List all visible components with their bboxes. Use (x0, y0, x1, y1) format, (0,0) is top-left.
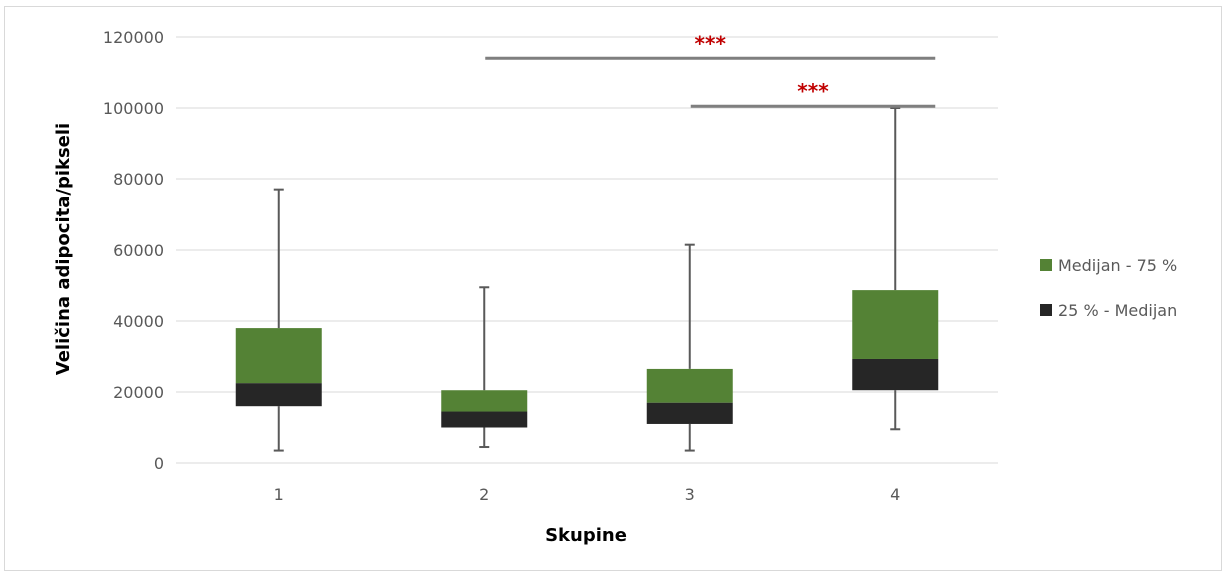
boxes (235, 107, 939, 452)
chart-frame (4, 6, 1222, 571)
box-lower-segment (441, 411, 528, 428)
legend: Medijan - 75 % 25 % - Medijan (1040, 256, 1177, 320)
significance-label: *** (797, 79, 829, 103)
y-tick-label: 100000 (103, 99, 164, 118)
box-lower-segment (646, 402, 733, 424)
y-axis-ticks: 0 20000 40000 60000 80000 100000 120000 (103, 28, 164, 473)
significance-label: *** (695, 31, 727, 55)
y-tick-label: 0 (154, 454, 164, 473)
x-tick-label: 3 (685, 485, 695, 504)
box-lower-segment (852, 358, 939, 391)
y-tick-label: 60000 (113, 241, 164, 260)
box-upper-segment (646, 368, 733, 403)
y-tick-label: 80000 (113, 170, 164, 189)
box-upper-segment (441, 390, 528, 412)
y-tick-label: 40000 (113, 312, 164, 331)
significance-brackets: *** *** (485, 31, 936, 108)
box-upper-segment (235, 328, 322, 384)
y-tick-label: 20000 (113, 383, 164, 402)
legend-label: 25 % - Medijan (1058, 301, 1177, 320)
legend-label: Medijan - 75 % (1058, 256, 1177, 275)
x-tick-label: 1 (274, 485, 284, 504)
legend-swatch (1040, 259, 1052, 271)
legend-swatch (1040, 304, 1052, 316)
x-tick-label: 2 (479, 485, 489, 504)
y-tick-label: 120000 (103, 28, 164, 47)
x-axis-title: Skupine (545, 525, 627, 546)
y-axis-title: Veličina adipocita/pikseli (53, 123, 74, 375)
x-tick-label: 4 (890, 485, 900, 504)
x-axis-ticks: 1 2 3 4 (274, 485, 901, 504)
box-lower-segment (235, 383, 322, 407)
box-upper-segment (852, 290, 939, 359)
